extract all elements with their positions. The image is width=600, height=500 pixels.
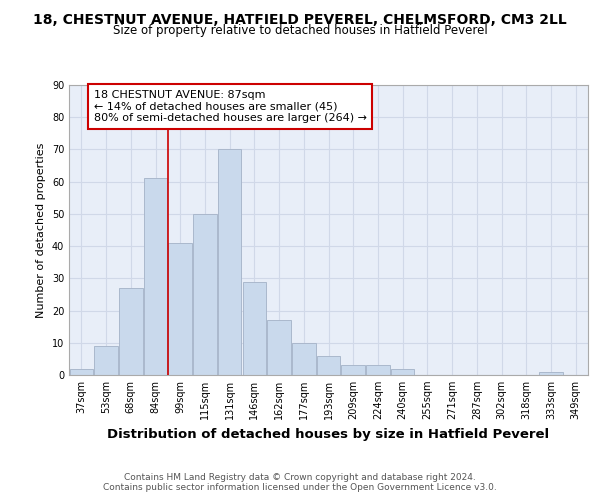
Bar [193, 214, 217, 375]
Bar [391, 368, 415, 375]
Bar [242, 282, 266, 375]
Bar [70, 368, 93, 375]
Bar [268, 320, 291, 375]
Bar [292, 343, 316, 375]
Bar [539, 372, 563, 375]
Y-axis label: Number of detached properties: Number of detached properties [36, 142, 46, 318]
Text: 18 CHESTNUT AVENUE: 87sqm
← 14% of detached houses are smaller (45)
80% of semi-: 18 CHESTNUT AVENUE: 87sqm ← 14% of detac… [94, 90, 367, 123]
Text: Contains HM Land Registry data © Crown copyright and database right 2024.
Contai: Contains HM Land Registry data © Crown c… [103, 473, 497, 492]
Bar [366, 366, 389, 375]
Bar [341, 366, 365, 375]
Bar [94, 346, 118, 375]
Bar [119, 288, 143, 375]
Bar [317, 356, 340, 375]
Bar [169, 243, 192, 375]
Text: Size of property relative to detached houses in Hatfield Peverel: Size of property relative to detached ho… [113, 24, 487, 37]
Bar [144, 178, 167, 375]
X-axis label: Distribution of detached houses by size in Hatfield Peverel: Distribution of detached houses by size … [107, 428, 550, 440]
Bar [218, 150, 241, 375]
Text: 18, CHESTNUT AVENUE, HATFIELD PEVEREL, CHELMSFORD, CM3 2LL: 18, CHESTNUT AVENUE, HATFIELD PEVEREL, C… [33, 12, 567, 26]
